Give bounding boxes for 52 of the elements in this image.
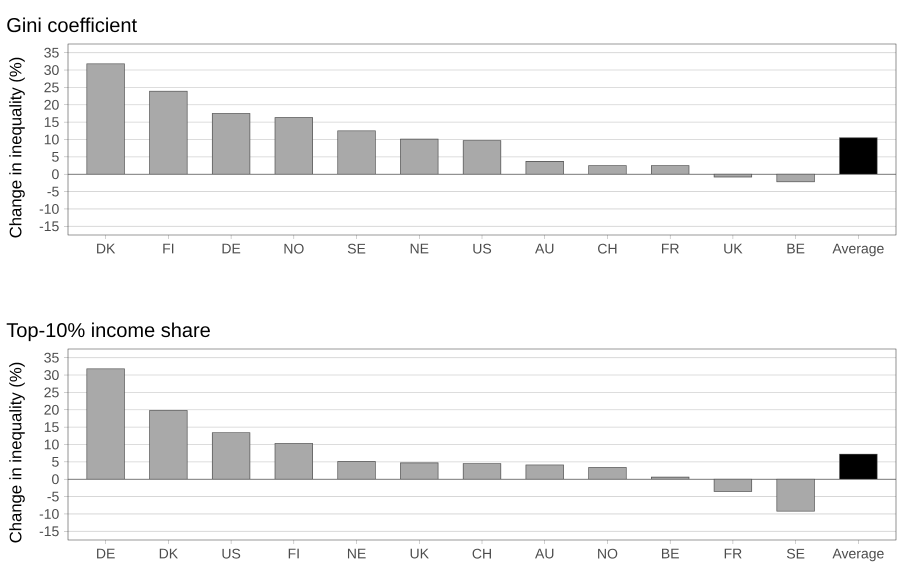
y-tick-label: -10 — [40, 204, 59, 214]
y-tick-label: -5 — [47, 492, 59, 502]
y-tick-label: 25 — [44, 82, 59, 92]
x-tick-label: US — [473, 244, 492, 254]
y-tick-label: 20 — [44, 100, 59, 110]
y-tick-label: 0 — [52, 474, 59, 484]
y-tick-label: 5 — [52, 456, 59, 467]
y-tick-label: -15 — [40, 526, 59, 536]
x-tick-label: DE — [97, 548, 115, 558]
y-tick-label: 35 — [44, 352, 59, 363]
x-tick-label: FI — [288, 548, 299, 558]
chart-title: Top-10% income share — [6, 322, 210, 342]
x-tick-label: DK — [97, 244, 116, 254]
x-tick-label: SE — [348, 244, 366, 254]
y-tick-label: -5 — [47, 186, 59, 196]
x-tick-label: FI — [163, 244, 174, 254]
x-tick-label: AU — [535, 244, 554, 254]
x-tick-label: DE — [222, 244, 240, 254]
y-axis-title: Change in inequality (%) — [9, 58, 25, 238]
y-tick-label: 10 — [44, 134, 59, 144]
y-tick-label: 0 — [52, 169, 59, 180]
x-tick-label: FR — [662, 244, 679, 254]
x-tick-label: US — [222, 548, 240, 559]
x-tick-label: Average — [832, 548, 884, 562]
y-tick-label: 25 — [44, 387, 59, 398]
x-tick-label: SE — [786, 548, 804, 559]
y-axis-title: Change in inequality (%) — [9, 362, 25, 542]
y-tick-label: -10 — [40, 508, 59, 519]
x-tick-label: BE — [787, 244, 804, 254]
y-tick-label: 35 — [44, 48, 59, 58]
y-tick-label: 15 — [44, 422, 59, 432]
x-tick-label: CH — [598, 244, 616, 254]
x-tick-label: UK — [724, 244, 742, 254]
y-tick-label: 5 — [52, 152, 59, 162]
x-tick-label: FR — [724, 548, 742, 558]
x-tick-label: Average — [832, 244, 884, 256]
x-tick-label: NO — [598, 548, 618, 559]
y-tick-label: 20 — [44, 404, 59, 415]
y-tick-label: 15 — [44, 117, 59, 128]
y-tick-label: -15 — [40, 221, 59, 232]
x-tick-label: NE — [348, 548, 366, 558]
x-tick-label: AU — [535, 548, 554, 558]
chart-title: Gini coefficient — [7, 17, 137, 32]
x-tick-label: BE — [662, 548, 679, 558]
x-tick-label: CH — [472, 548, 491, 559]
y-tick-label: 10 — [44, 440, 59, 450]
x-tick-label: NE — [410, 244, 428, 254]
x-tick-label: DK — [160, 548, 178, 558]
y-tick-label: 30 — [44, 65, 59, 75]
x-tick-label: UK — [410, 548, 429, 558]
x-tick-label: NO — [284, 244, 304, 254]
y-tick-label: 30 — [44, 370, 59, 380]
